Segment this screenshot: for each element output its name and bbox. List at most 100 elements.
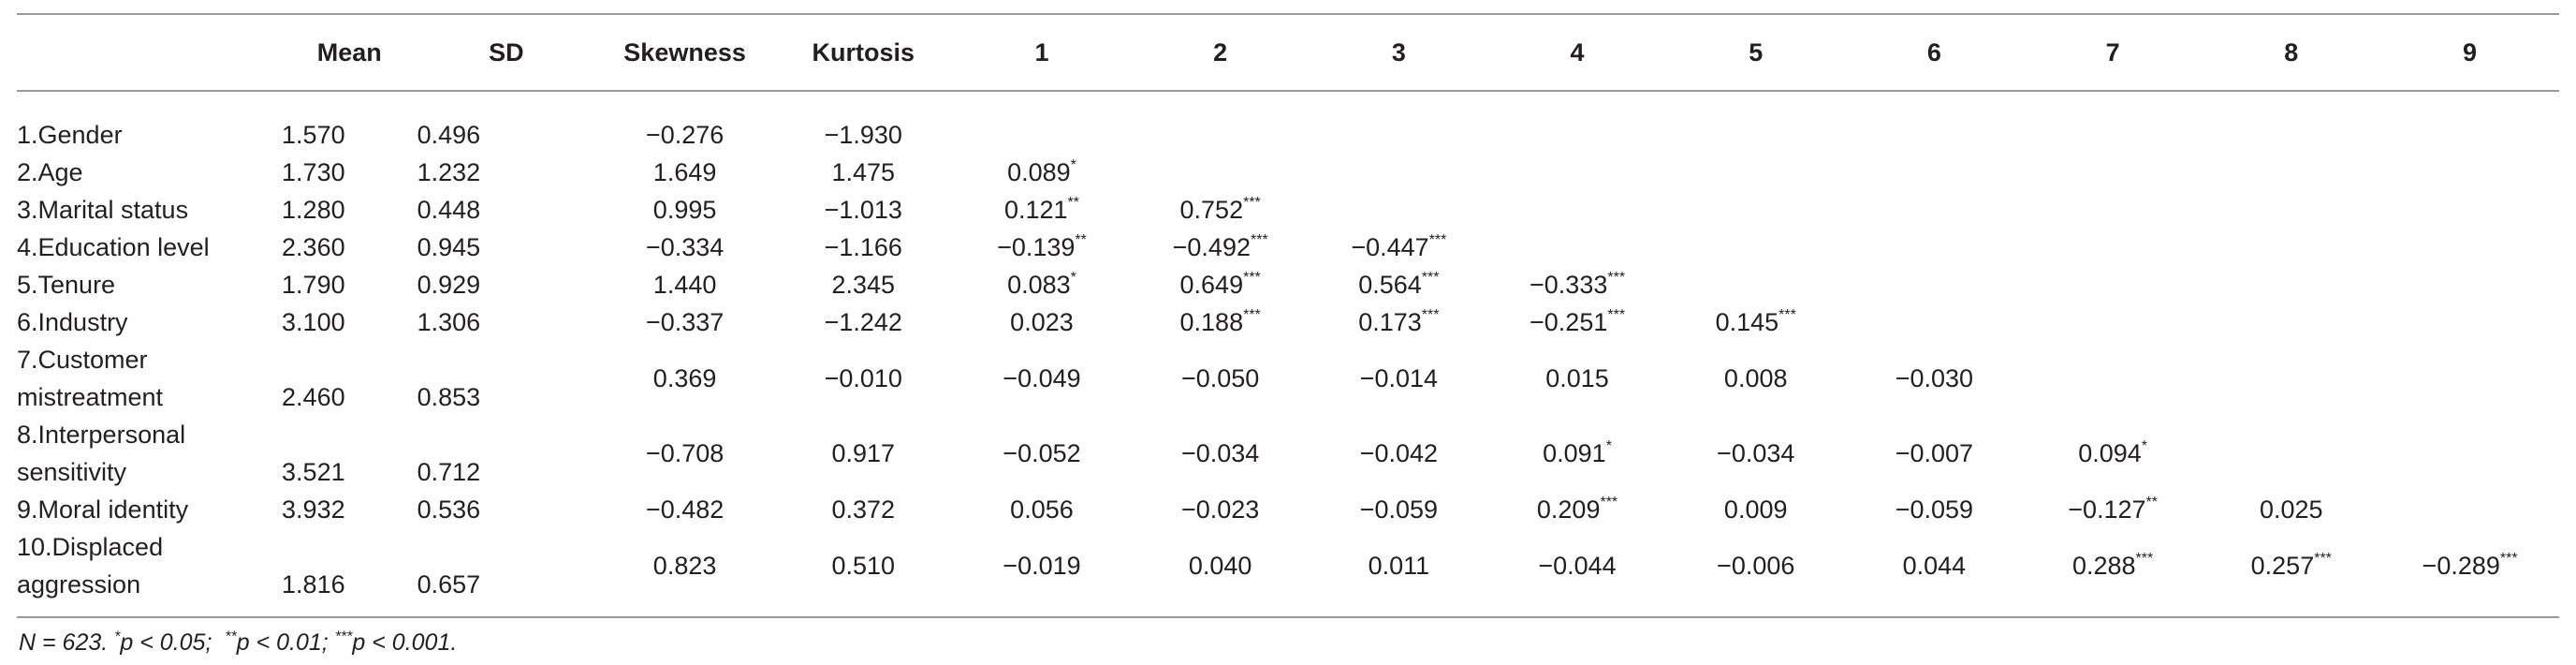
correlation-value: −0.034 (1180, 439, 1260, 467)
mean-value: 1.570 (282, 121, 345, 149)
table-row: 9.Moral identity 3.932 0.536 −0.482 0.372 0.0… (17, 491, 2559, 528)
mean-value: 1.730 (282, 158, 345, 186)
kurtosis-value: 0.510 (831, 552, 896, 580)
correlation-value: −0.251 (1530, 308, 1608, 336)
correlation-cell (1131, 91, 1310, 154)
significance-marker: *** (1243, 270, 1261, 286)
table-row: 8.Interpersonal sensitivity 3.521 0.712 −0.7… (17, 416, 2559, 491)
variable-label: 3.Marital status (17, 191, 282, 229)
correlation-value: −0.042 (1359, 439, 1439, 467)
correlation-cell (2202, 91, 2380, 154)
correlation-cell: −0.492*** (1131, 229, 1310, 266)
correlation-cell (2202, 266, 2380, 303)
significance-marker: * (1070, 157, 1076, 173)
correlation-cell: −0.059 (1845, 491, 2024, 528)
variable-label-line: 7.Customer (17, 346, 148, 374)
correlation-value: −0.289 (2422, 552, 2500, 580)
correlation-value: 0.091 (1543, 439, 1606, 467)
correlation-cell (2380, 229, 2559, 266)
sd-value: 0.496 (417, 121, 481, 149)
correlation-cell: 0.089* (953, 154, 1132, 191)
kurtosis-value: 0.372 (831, 495, 896, 524)
header-cell: Skewness (623, 37, 746, 66)
correlation-value: 0.025 (2259, 495, 2323, 524)
correlation-cell (1310, 91, 1488, 154)
correlation-value: −0.014 (1359, 364, 1439, 392)
variable-label-line: 4.Education level (17, 233, 210, 261)
correlation-cell: 0.008 (1666, 341, 1845, 416)
mean-value: 1.280 (282, 196, 345, 224)
sd-value: 0.945 (417, 233, 481, 261)
correlation-cell (1488, 154, 1667, 191)
header-cell: 2 (1213, 37, 1228, 66)
correlation-cell: 0.188*** (1131, 303, 1310, 341)
mean-value: 1.816 (282, 570, 345, 598)
header-cell: 9 (2463, 37, 2478, 66)
sd-value: 0.448 (417, 196, 481, 224)
correlation-cell (1488, 191, 1667, 229)
sd-value: 0.657 (417, 570, 481, 598)
variable-label-line: 3.Marital status (17, 196, 189, 224)
correlation-value: 0.011 (1368, 552, 1430, 580)
header-cell: 7 (2105, 37, 2120, 66)
correlation-cell (1131, 154, 1310, 191)
skewness-value: 1.440 (652, 271, 717, 299)
correlation-value: 0.209 (1536, 495, 1601, 524)
correlation-value: 0.564 (1358, 271, 1422, 299)
sd-value: 1.306 (417, 308, 481, 336)
sd-value: 0.536 (417, 495, 481, 524)
significance-marker: *** (1428, 232, 1447, 248)
correlation-cell: −0.014 (1310, 341, 1488, 416)
skewness-value: 0.369 (652, 364, 717, 392)
correlation-value: 0.288 (2071, 552, 2136, 580)
significance-marker: *** (1607, 270, 1626, 286)
correlation-value: 0.040 (1188, 552, 1252, 580)
correlation-cell (1666, 229, 1845, 266)
correlation-value: 0.188 (1179, 308, 1244, 336)
variable-label-line: 10.Displaced (17, 533, 164, 561)
correlation-cell (2202, 303, 2380, 341)
descriptive-correlation-table: Mean SD Skewness Kurtosis 1 2 3 4 5 6 7 8 9 1.Gender… (17, 13, 2559, 616)
skewness-value: −0.708 (645, 439, 724, 467)
variable-label-line: sensitivity (17, 458, 127, 486)
correlation-cell (1666, 191, 1845, 229)
correlation-cell: −0.023 (1131, 491, 1310, 528)
correlation-cell: 0.564*** (1310, 266, 1488, 303)
kurtosis-value: −1.166 (824, 233, 902, 261)
correlation-cell (1666, 154, 1845, 191)
correlation-value: −0.052 (1003, 439, 1081, 467)
correlation-cell (2024, 229, 2203, 266)
correlation-cell (1845, 91, 2024, 154)
correlation-value: 0.083 (1007, 271, 1071, 299)
header-cell: 5 (1749, 37, 1764, 66)
note-sig3: p < 0.001. (352, 629, 458, 656)
significance-marker: *** (1250, 232, 1268, 248)
correlation-cell (1845, 191, 2024, 229)
correlation-cell (1845, 229, 2024, 266)
correlation-cell: 0.649*** (1131, 266, 1310, 303)
correlation-cell (2380, 154, 2559, 191)
correlation-value: −0.034 (1717, 439, 1795, 467)
correlation-cell (2024, 154, 2203, 191)
correlation-cell (2024, 303, 2203, 341)
correlation-cell (1845, 154, 2024, 191)
significance-marker: *** (2314, 551, 2332, 567)
kurtosis-value: −0.010 (824, 364, 902, 392)
correlation-cell: 0.121** (953, 191, 1132, 229)
significance-marker: ** (1075, 232, 1087, 248)
correlation-cell (2202, 154, 2380, 191)
variable-label-line: 8.Interpersonal (17, 421, 186, 449)
correlation-value: −0.049 (1003, 364, 1081, 392)
significance-marker: *** (2499, 551, 2518, 567)
significance-marker: *** (1421, 307, 1440, 323)
skewness-value: 0.823 (652, 552, 717, 580)
correlation-cell: 0.209*** (1488, 491, 1667, 528)
variable-label: 7.Customer mistreatment (17, 341, 282, 416)
correlation-value: 0.008 (1723, 364, 1788, 392)
significance-marker: * (2141, 438, 2147, 454)
correlation-cell: 0.023 (953, 303, 1132, 341)
correlation-value: −0.059 (1895, 495, 1974, 524)
table-row: 7.Customer mistreatment 2.460 0.853 0.369 −0.… (17, 341, 2559, 416)
correlation-value: −0.023 (1180, 495, 1260, 524)
note-sig2: p < 0.01; (236, 629, 329, 656)
